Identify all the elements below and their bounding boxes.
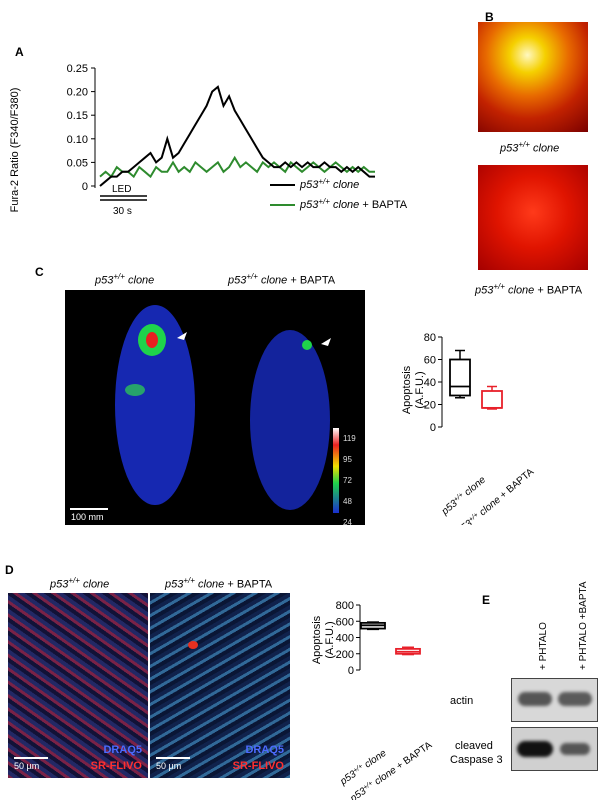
e-band-label-caspase3: Caspase 3: [450, 754, 503, 766]
d-stain-draq5-right: DRAQ5: [245, 744, 284, 756]
d-box-ylabel-unit: (A.F.U.): [324, 621, 336, 658]
d-title-left: p53+/+ clone: [50, 576, 110, 591]
panel-label-d: D: [5, 563, 14, 577]
a-legend-clone: p53+/+ clone: [299, 177, 359, 191]
c-box-y-tick-label: 40: [424, 377, 436, 389]
a-y-tick-label: 0.05: [67, 157, 88, 169]
d-histology-clone: DRAQ5 SR-FLIVO 50 µm: [8, 593, 148, 778]
c-hotspot-left-core: [146, 332, 158, 348]
c-spot-left-2: [125, 384, 145, 396]
c-box-y-tick-label: 20: [424, 400, 436, 412]
e-band-caspase-lane1: [517, 741, 553, 757]
d-stain-flivo-right: SR-FLIVO: [232, 760, 284, 772]
d-scale-bar-left: [14, 757, 48, 759]
d-flivo-spot: [188, 641, 198, 649]
calcium-image-bapta: [478, 165, 588, 270]
e-lane-label-phtalo: + PHTALO: [538, 622, 549, 670]
e-band-caspase-lane2: [560, 743, 590, 755]
d-box-ylabel: Apoptosis: [311, 615, 323, 664]
b-caption-clone: p53+/+ clone: [500, 140, 560, 155]
c-imaging-panel: 119 95 72 48 24 100 mm: [65, 290, 365, 525]
c-cbar-tick: 24: [343, 518, 352, 525]
b-caption-bapta: p53+/+ clone + BAPTA: [475, 282, 583, 297]
e-band-label-cleaved: cleaved: [455, 740, 493, 752]
c-cbar-tick: 48: [343, 497, 352, 506]
d-histology-bapta: DRAQ5 SR-FLIVO 50 µm: [150, 593, 290, 778]
d-box-y-tick-label: 400: [336, 633, 354, 645]
a-series-bapta-line: [99, 155, 375, 179]
c-box-plot: 80 60 40 20 0: [424, 332, 503, 434]
a-y-tick-label: 0.20: [67, 87, 88, 99]
d-scale-label-left: 50 µm: [14, 761, 40, 771]
c-hotspot-right: [302, 340, 312, 350]
panel-label-b: B: [485, 10, 494, 24]
d-box-y-tick-label: 800: [336, 600, 354, 612]
e-blot-actin: [511, 678, 598, 722]
e-band-actin-lane1: [518, 692, 552, 706]
c-arrow-left: [177, 332, 187, 340]
d-box-plot: 800 600 400 200 0: [336, 600, 421, 677]
panel-label-e: E: [482, 593, 491, 607]
a-time-label: 30 s: [113, 206, 132, 217]
d-box-y-tick-label: 200: [336, 649, 354, 661]
c-colorbar-ticks: 119 95 72 48 24: [343, 428, 356, 525]
c-cbar-tick: 95: [343, 455, 352, 464]
d-box-y-tick-label: 600: [336, 616, 354, 628]
e-band-actin-lane2: [558, 692, 592, 706]
d-box-y-tick-label: 0: [348, 665, 354, 677]
c-box-y-tick-label: 60: [424, 355, 436, 367]
d-stain-draq5-left: DRAQ5: [103, 744, 142, 756]
d-tissue-texture-clone: [8, 593, 148, 778]
c-mouse-right: [250, 330, 330, 510]
c-title-right: p53+/+ clone + BAPTA: [228, 272, 336, 287]
e-band-label-actin: actin: [450, 695, 474, 707]
a-y-tick-label: 0.10: [67, 134, 88, 146]
e-blot-caspase: [511, 727, 598, 771]
d-title-right: p53+/+ clone + BAPTA: [165, 576, 273, 591]
c-title-left: p53+/+ clone: [95, 272, 155, 287]
a-y-tick-label: 0.25: [67, 63, 88, 75]
a-y-ticks: 0.25 0.20 0.15 0.10 0.05 0: [67, 63, 95, 193]
c-box-box: [449, 358, 471, 397]
e-lane-labels: + PHTALO + PHTALO +BAPTA: [538, 581, 589, 670]
panel-label-a: A: [15, 45, 24, 59]
a-series-clone-line: [99, 85, 375, 187]
calcium-image-clone: [478, 22, 588, 132]
panel-label-c: C: [35, 265, 44, 279]
a-y-tick-label: 0: [82, 181, 88, 193]
c-cbar-tick: 72: [343, 476, 352, 485]
c-box-y-tick-label: 0: [430, 422, 436, 434]
a-ylabel: Fura-2 Ratio (F340/F380): [9, 88, 21, 213]
c-arrow-right: [321, 338, 331, 346]
e-lane-label-phtalo-bapta: + PHTALO +BAPTA: [578, 581, 589, 670]
c-mouse-images: [115, 305, 339, 513]
c-box-ylabel-unit: (A.F.U.): [414, 371, 426, 408]
d-tissue-texture-bapta: [150, 593, 290, 778]
c-box-box: [481, 390, 503, 409]
a-led-label: LED: [112, 184, 131, 195]
d-scale-bar-right: [156, 757, 190, 759]
c-scale-label: 100 mm: [71, 512, 104, 522]
d-stain-flivo-left: SR-FLIVO: [90, 760, 142, 772]
c-box-ylabel: Apoptosis: [401, 365, 413, 414]
c-mouse-left: [115, 305, 195, 505]
c-scale-bar: [70, 508, 108, 510]
a-y-tick-label: 0.15: [67, 110, 88, 122]
panel-a-line-chart: Fura-2 Ratio (F340/F380) 0.25 0.20 0.15 0.1…: [9, 63, 408, 217]
c-box-y-tick-label: 80: [424, 332, 436, 344]
c-colorbar: [333, 428, 339, 513]
a-legend-bapta: p53+/+ clone + BAPTA: [299, 197, 408, 211]
d-scale-label-right: 50 µm: [156, 761, 182, 771]
c-cbar-tick: 119: [343, 434, 356, 443]
